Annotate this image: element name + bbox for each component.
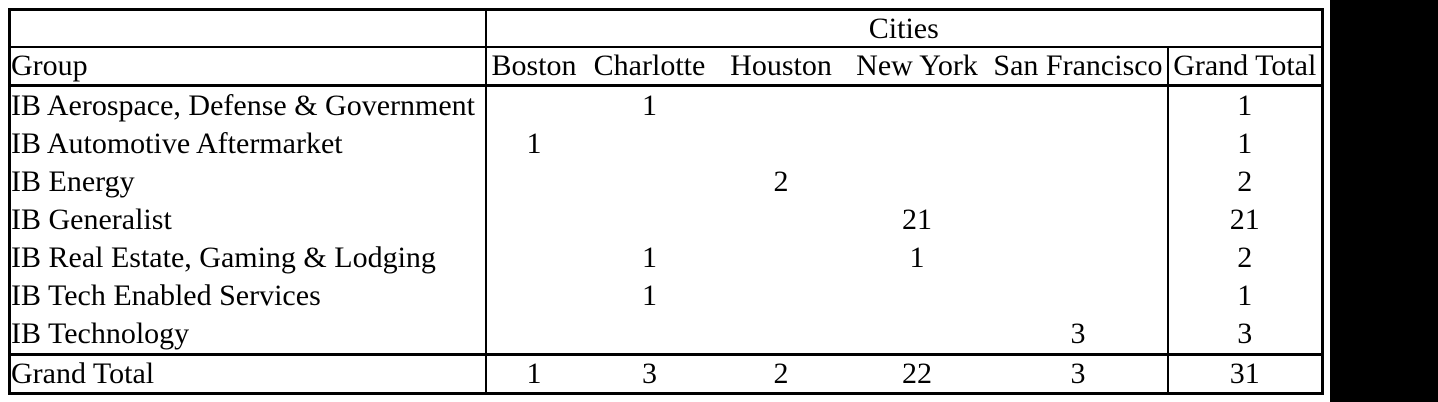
value-cell: 2 [773,165,789,199]
value-cell [990,201,1168,239]
group-label: IB Generalist [9,201,487,239]
row-total-cell: 21 [1166,201,1323,239]
grand-total-value-cell: 3 [989,353,1168,394]
value-cell [990,277,1168,315]
value-cell [845,277,990,315]
table-row: IB Technology 3 3 [9,315,1323,355]
value-cell [718,86,845,126]
table-row: IB Generalist 21 21 [9,201,1323,239]
column-header-houston: Houston [717,47,845,87]
value-cell [990,86,1168,126]
value-cell: 1 [909,241,925,275]
value-cell: 3 [1070,317,1086,351]
value-cell: 1 [642,241,657,275]
value-cell [845,163,990,201]
table-row: IB Energy 2 2 [9,163,1323,201]
row-total-cell: 2 [1166,239,1323,277]
grand-total-value-cell: 2 [717,353,845,394]
value-cell [486,86,582,126]
value-cell [718,315,845,355]
value-cell [718,239,845,277]
group-label: IB Tech Enabled Services [9,277,487,315]
group-label: IB Energy [9,163,487,201]
table-row: IB Automotive Aftermarket 1 1 [9,125,1323,163]
row-total-cell: 1 [1166,85,1323,125]
grand-total-sum-cell: 31 [1166,353,1323,394]
value-cell [718,201,845,239]
row-total-cell: 1 [1166,125,1323,163]
black-edge-bar [1330,0,1438,402]
value-cell [486,239,582,277]
value-cell: 1 [642,279,657,313]
group-label: IB Technology [9,315,487,355]
table-row: IB Aerospace, Defense & Government 1 1 [9,85,1323,126]
value-cell: 1 [526,127,542,161]
group-label: IB Aerospace, Defense & Government [9,85,487,125]
grand-total-value-cell: 3 [581,353,718,394]
value-cell [582,163,718,201]
grand-total-value-cell: 22 [844,353,990,394]
grand-total-column-header: Grand Total [1166,47,1323,87]
value-cell [582,315,718,355]
group-label: IB Automotive Aftermarket [9,125,487,163]
value-cell [486,277,582,315]
value-cell [718,277,845,315]
value-cell [990,239,1168,277]
value-cell: 21 [902,203,932,237]
column-header-boston: Boston [485,47,582,87]
table-row: IB Real Estate, Gaming & Lodging 1 1 2 [9,239,1323,277]
cities-header-row: Cities [9,9,1323,48]
value-cell [845,315,990,355]
value-cell [486,163,582,201]
value-cell [990,163,1168,201]
pivot-table: Cities Group Boston Charlotte Houston Ne… [8,8,1325,395]
grand-total-value-cell: 1 [485,353,582,394]
grand-total-row: Grand Total 1 3 2 22 3 31 [9,353,1323,394]
column-header-charlotte: Charlotte [581,47,718,87]
table-row: IB Tech Enabled Services 1 1 [9,277,1323,315]
value-cell [845,86,990,126]
value-cell [990,125,1168,163]
group-column-header: Group [9,47,487,87]
grand-total-label: Grand Total [9,353,487,394]
column-header-row: Group Boston Charlotte Houston New York … [9,47,1323,87]
column-header-san-francisco: San Francisco [989,47,1168,87]
group-label: IB Real Estate, Gaming & Lodging [9,239,487,277]
column-header-new-york: New York [844,47,990,87]
value-cell [845,125,990,163]
row-total-cell: 1 [1166,277,1323,315]
value-cell [582,201,718,239]
value-cell: 1 [642,89,657,123]
cities-span-header: Cities [485,9,1323,48]
value-cell [486,315,582,355]
value-cell [718,125,845,163]
value-cell [582,125,718,163]
row-total-cell: 2 [1166,163,1323,201]
value-cell [486,201,582,239]
corner-spacer-cell [9,9,487,48]
row-total-cell: 3 [1166,315,1323,355]
